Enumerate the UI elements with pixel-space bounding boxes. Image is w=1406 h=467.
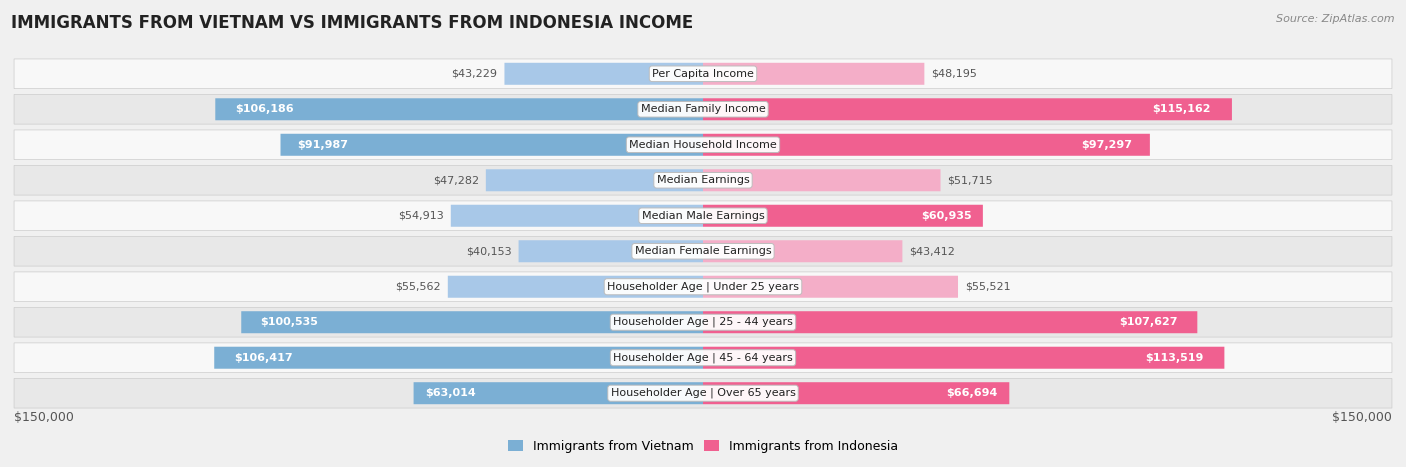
Text: $43,412: $43,412: [910, 246, 955, 256]
FancyBboxPatch shape: [14, 236, 1392, 266]
Text: $113,519: $113,519: [1144, 353, 1204, 363]
FancyBboxPatch shape: [703, 169, 941, 191]
FancyBboxPatch shape: [281, 134, 703, 156]
Text: $100,535: $100,535: [260, 317, 318, 327]
FancyBboxPatch shape: [703, 98, 1232, 120]
FancyBboxPatch shape: [505, 63, 703, 85]
FancyBboxPatch shape: [14, 59, 1392, 89]
Text: Median Female Earnings: Median Female Earnings: [634, 246, 772, 256]
Text: Median Household Income: Median Household Income: [628, 140, 778, 150]
Text: Householder Age | 45 - 64 years: Householder Age | 45 - 64 years: [613, 353, 793, 363]
FancyBboxPatch shape: [703, 63, 924, 85]
FancyBboxPatch shape: [14, 272, 1392, 302]
Text: $66,694: $66,694: [946, 388, 997, 398]
Text: $115,162: $115,162: [1153, 104, 1211, 114]
Text: Source: ZipAtlas.com: Source: ZipAtlas.com: [1277, 14, 1395, 24]
Text: $97,297: $97,297: [1081, 140, 1132, 150]
Text: $40,153: $40,153: [465, 246, 512, 256]
Text: $51,715: $51,715: [948, 175, 993, 185]
FancyBboxPatch shape: [447, 276, 703, 298]
FancyBboxPatch shape: [486, 169, 703, 191]
FancyBboxPatch shape: [519, 240, 703, 262]
Text: Householder Age | 25 - 44 years: Householder Age | 25 - 44 years: [613, 317, 793, 327]
FancyBboxPatch shape: [14, 343, 1392, 373]
Text: $47,282: $47,282: [433, 175, 479, 185]
FancyBboxPatch shape: [214, 347, 703, 369]
FancyBboxPatch shape: [14, 307, 1392, 337]
FancyBboxPatch shape: [451, 205, 703, 227]
Text: $107,627: $107,627: [1119, 317, 1178, 327]
FancyBboxPatch shape: [14, 165, 1392, 195]
FancyBboxPatch shape: [14, 378, 1392, 408]
Text: Median Family Income: Median Family Income: [641, 104, 765, 114]
FancyBboxPatch shape: [703, 311, 1198, 333]
Text: Householder Age | Under 25 years: Householder Age | Under 25 years: [607, 282, 799, 292]
Text: Median Earnings: Median Earnings: [657, 175, 749, 185]
Text: $150,000: $150,000: [14, 411, 75, 424]
FancyBboxPatch shape: [703, 347, 1225, 369]
FancyBboxPatch shape: [703, 134, 1150, 156]
Text: $106,417: $106,417: [233, 353, 292, 363]
Text: $48,195: $48,195: [931, 69, 977, 79]
Text: $55,562: $55,562: [395, 282, 441, 292]
Legend: Immigrants from Vietnam, Immigrants from Indonesia: Immigrants from Vietnam, Immigrants from…: [503, 435, 903, 458]
Text: $63,014: $63,014: [425, 388, 475, 398]
FancyBboxPatch shape: [703, 240, 903, 262]
Text: $60,935: $60,935: [921, 211, 972, 221]
FancyBboxPatch shape: [14, 201, 1392, 231]
Text: IMMIGRANTS FROM VIETNAM VS IMMIGRANTS FROM INDONESIA INCOME: IMMIGRANTS FROM VIETNAM VS IMMIGRANTS FR…: [11, 14, 693, 32]
Text: $43,229: $43,229: [451, 69, 498, 79]
Text: $54,913: $54,913: [398, 211, 444, 221]
FancyBboxPatch shape: [215, 98, 703, 120]
FancyBboxPatch shape: [703, 382, 1010, 404]
FancyBboxPatch shape: [703, 276, 957, 298]
Text: Median Male Earnings: Median Male Earnings: [641, 211, 765, 221]
Text: $106,186: $106,186: [235, 104, 294, 114]
FancyBboxPatch shape: [703, 205, 983, 227]
Text: $91,987: $91,987: [298, 140, 349, 150]
FancyBboxPatch shape: [413, 382, 703, 404]
Text: $150,000: $150,000: [1331, 411, 1392, 424]
Text: Per Capita Income: Per Capita Income: [652, 69, 754, 79]
Text: $55,521: $55,521: [965, 282, 1011, 292]
FancyBboxPatch shape: [14, 94, 1392, 124]
FancyBboxPatch shape: [14, 130, 1392, 160]
FancyBboxPatch shape: [242, 311, 703, 333]
Text: Householder Age | Over 65 years: Householder Age | Over 65 years: [610, 388, 796, 398]
